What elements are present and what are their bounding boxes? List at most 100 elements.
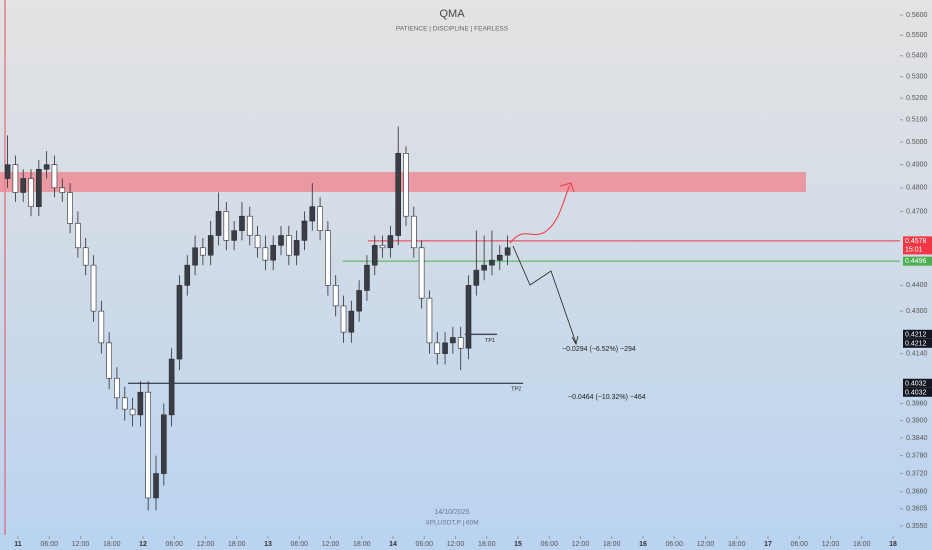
x-tick-label: 12:00 [72, 541, 90, 548]
price-tag-label: 0.4032 [905, 380, 927, 387]
y-tick-label: 0.5500 [906, 32, 928, 39]
candle-body [301, 220, 308, 241]
x-tick-label: 15 [514, 541, 522, 548]
x-tick-label: 12:00 [447, 541, 465, 548]
chart-subtitle: PATIENCE | DISCIPLINE | FEARLESS [396, 26, 509, 33]
candle-body [137, 391, 144, 416]
candle-body [395, 153, 401, 236]
price-tag [903, 378, 932, 388]
candle-body [434, 342, 441, 354]
y-tick-label: 0.4800 [906, 185, 928, 192]
candle-body [207, 235, 214, 256]
x-tick-label: 18:00 [853, 541, 871, 548]
x-tick-label: 18:00 [603, 541, 621, 548]
candle-body [325, 230, 331, 286]
candle-body [129, 408, 136, 416]
x-tick-label: 13 [264, 541, 272, 548]
projection-up [509, 184, 571, 244]
candle-body [270, 245, 276, 261]
candle-body [254, 235, 261, 249]
candle-body [504, 247, 511, 256]
x-tick-label: 18 [889, 541, 897, 548]
y-tick-label: 0.3605 [906, 506, 928, 513]
x-tick-label: 17 [764, 541, 772, 548]
y-tick-label: 0.3900 [906, 417, 928, 424]
x-tick-label: 06:00 [165, 541, 183, 548]
candle-body [12, 164, 19, 193]
candle-body [67, 192, 73, 224]
x-tick-label: 16 [639, 541, 647, 548]
level-label: TP1 [485, 338, 495, 344]
y-tick-label: 0.3780 [906, 452, 928, 459]
x-tick-label: 06:00 [415, 541, 433, 548]
candle-body [442, 342, 448, 354]
candle-body [51, 164, 58, 189]
candle-body [364, 264, 370, 291]
candle-body [184, 264, 191, 286]
x-tick-label: 18:00 [728, 541, 746, 548]
x-tick-label: 12:00 [697, 541, 715, 548]
y-tick-label: 0.3840 [906, 435, 928, 442]
y-tick-label: 0.4300 [906, 308, 928, 315]
candle-body [176, 285, 183, 360]
price-tag [903, 329, 932, 339]
candle-body [371, 245, 378, 266]
x-tick-label: 06:00 [290, 541, 308, 548]
x-tick-label: 12:00 [572, 541, 590, 548]
y-tick-label: 0.5000 [906, 139, 928, 146]
y-tick-label: 0.4700 [906, 208, 928, 215]
candle-body [340, 305, 347, 333]
x-tick-label: 12:00 [822, 541, 840, 548]
candle-body [332, 285, 339, 307]
candle-body [20, 178, 27, 193]
candle-body [450, 337, 456, 344]
candle-body [293, 240, 300, 256]
candle-body [43, 164, 50, 170]
candle-body [161, 414, 167, 474]
candle-body [387, 235, 394, 249]
candle-body [153, 473, 159, 499]
price-tag [903, 338, 932, 348]
candle-body [489, 259, 495, 266]
x-tick-label: 18:00 [353, 541, 371, 548]
candle-body [192, 247, 198, 266]
price-tag-label: 0.4496 [905, 258, 927, 265]
candle-body [36, 168, 42, 207]
x-tick-label: 11 [14, 541, 22, 548]
price-tag [903, 236, 932, 255]
candle-body [239, 215, 245, 231]
candle-body [145, 391, 152, 499]
y-tick-label: 0.3720 [906, 470, 928, 477]
candle-body [90, 264, 97, 312]
candle-body [98, 310, 105, 344]
candle-body [473, 269, 480, 286]
x-tick-label: 14 [389, 541, 397, 548]
candle-body [28, 178, 34, 207]
price-tag-label: 0.4578 [905, 238, 927, 245]
candle-body [262, 247, 269, 261]
candle-body [223, 211, 230, 241]
candle-body [278, 235, 284, 246]
projection-arrow [559, 182, 575, 193]
price-tag [903, 387, 932, 397]
y-tick-label: 0.3550 [906, 523, 928, 530]
measure-label: −0.0464 (−10.32%) −464 [568, 394, 646, 401]
level-label: TP2 [511, 387, 521, 393]
candle-body [403, 153, 409, 217]
candle-body [59, 187, 66, 193]
candle-body [168, 358, 175, 416]
y-tick-label: 0.5600 [906, 12, 928, 19]
candle-body [356, 290, 362, 312]
x-tick-label: 12:00 [197, 541, 215, 548]
price-tag-label: 0.4212 [905, 331, 927, 338]
resistance-zone [0, 172, 806, 193]
candle-body [200, 247, 206, 256]
y-tick-label: 0.5400 [906, 53, 928, 60]
candle-body [465, 285, 472, 349]
candle-body [215, 211, 222, 236]
x-tick-label: 18:00 [228, 541, 246, 548]
x-tick-label: 12 [139, 541, 147, 548]
projection-down [512, 245, 577, 344]
y-tick-label: 0.5100 [906, 117, 928, 124]
